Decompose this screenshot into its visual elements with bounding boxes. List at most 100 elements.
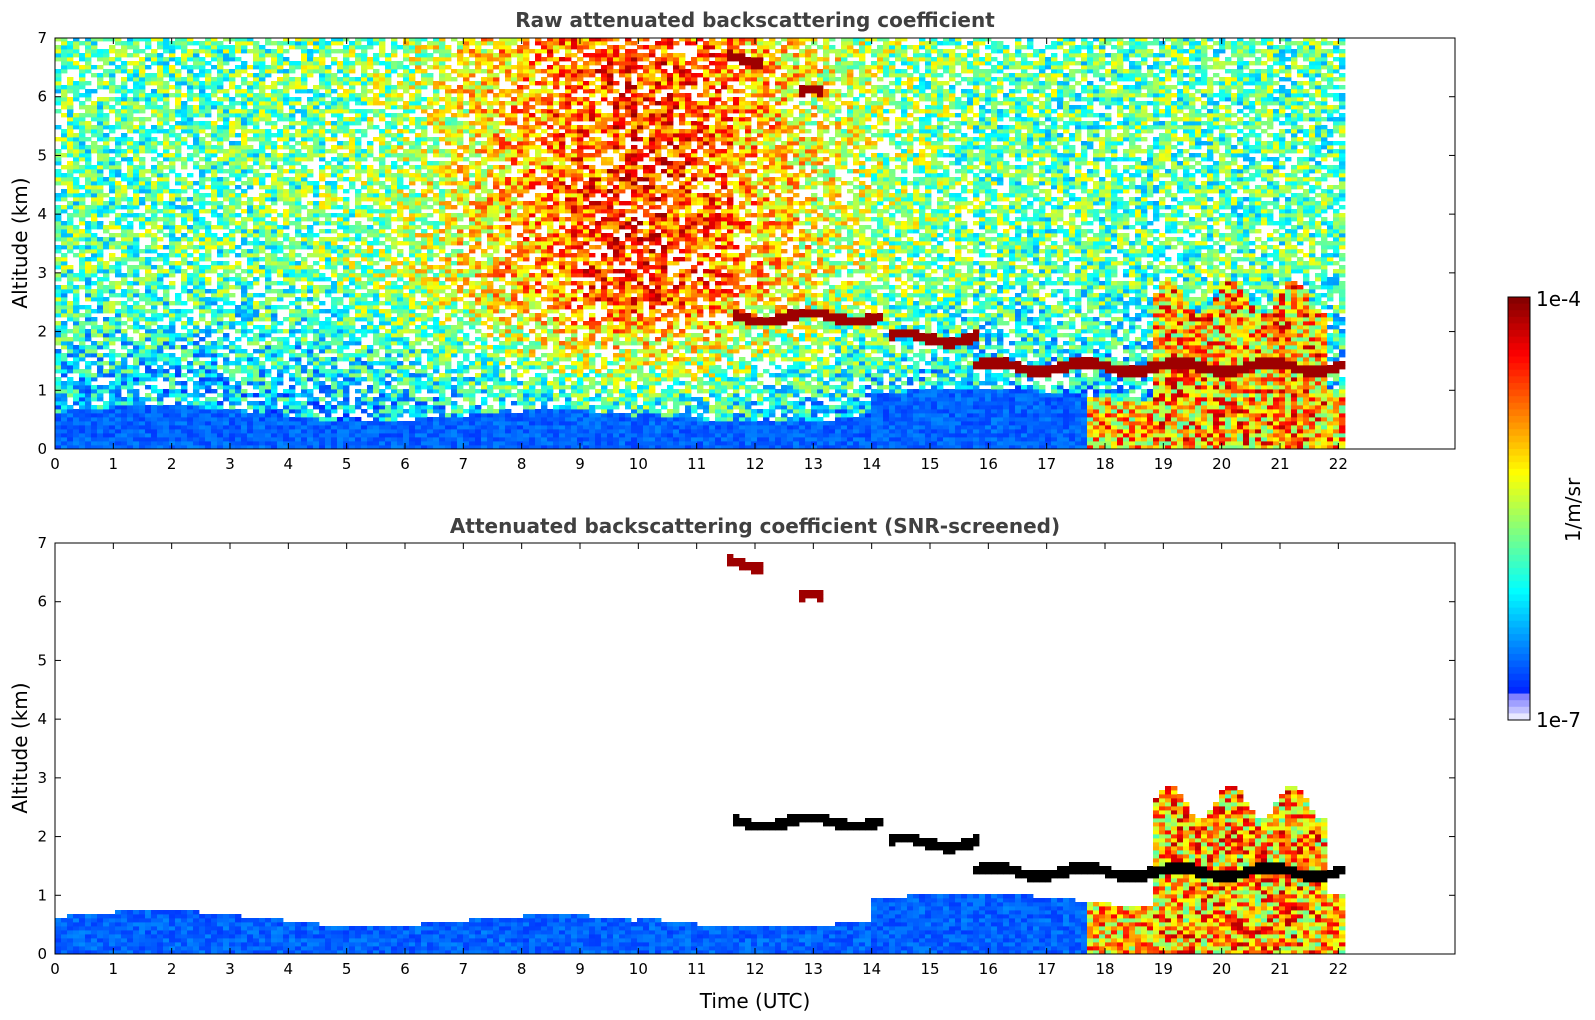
heatmap-cell — [385, 57, 392, 62]
heatmap-cell — [283, 245, 290, 250]
heatmap-cell — [61, 441, 68, 446]
heatmap-cell — [313, 49, 320, 54]
heatmap-cell — [133, 273, 140, 278]
heatmap-cell — [193, 289, 200, 294]
heatmap-cell — [115, 169, 122, 174]
heatmap-cell — [421, 385, 428, 390]
heatmap-cell — [73, 85, 80, 90]
heatmap-cell — [97, 153, 104, 158]
heatmap-cell — [379, 285, 386, 290]
heatmap-cell — [73, 49, 80, 54]
heatmap-cell — [61, 329, 68, 334]
heatmap-cell — [349, 425, 356, 430]
heatmap-cell — [67, 213, 74, 218]
heatmap-cell — [67, 57, 74, 62]
heatmap-cell — [301, 421, 308, 426]
heatmap-cell — [91, 45, 98, 50]
heatmap-cell — [403, 409, 410, 414]
heatmap-cell — [325, 93, 332, 98]
heatmap-cell — [163, 437, 170, 442]
heatmap-cell — [175, 197, 182, 202]
heatmap-cell — [319, 173, 326, 178]
heatmap-cell — [343, 397, 350, 402]
heatmap-cell — [337, 321, 344, 326]
heatmap-cell — [367, 277, 374, 282]
heatmap-cell — [223, 193, 230, 198]
heatmap-cell — [61, 89, 68, 94]
heatmap-cell — [97, 145, 104, 150]
heatmap-cell — [145, 269, 152, 274]
heatmap-cell — [211, 105, 218, 110]
heatmap-cell — [115, 101, 122, 106]
heatmap-cell — [151, 169, 158, 174]
heatmap-cell — [157, 89, 164, 94]
heatmap-cell — [409, 81, 416, 86]
heatmap-cell — [343, 89, 350, 94]
heatmap-cell — [235, 157, 242, 162]
heatmap-cell — [391, 445, 398, 449]
heatmap-cell — [397, 405, 404, 410]
heatmap-cell — [427, 381, 434, 386]
heatmap-cell — [55, 85, 62, 90]
heatmap-cell — [73, 165, 80, 170]
heatmap-cell — [403, 421, 410, 426]
heatmap-cell — [415, 61, 422, 66]
heatmap-cell — [265, 213, 272, 218]
heatmap-cell — [343, 381, 350, 386]
heatmap-cell — [379, 313, 386, 318]
heatmap-cell — [73, 121, 80, 126]
heatmap-cell — [199, 101, 206, 106]
heatmap-cell — [343, 253, 350, 258]
heatmap-cell — [79, 333, 86, 338]
heatmap-cell — [145, 65, 152, 70]
heatmap-cell — [97, 305, 104, 310]
heatmap-cell — [175, 225, 182, 230]
heatmap-cell — [61, 289, 68, 294]
heatmap-cell — [67, 353, 74, 358]
heatmap-cell — [295, 129, 302, 134]
heatmap-cell — [295, 161, 302, 166]
heatmap-cell — [349, 241, 356, 246]
heatmap-cell — [115, 281, 122, 286]
heatmap-cell — [205, 429, 212, 434]
heatmap-cell — [169, 253, 176, 258]
heatmap-cell — [253, 213, 260, 218]
heatmap-cell — [283, 401, 290, 406]
heatmap-cell — [79, 237, 86, 242]
heatmap-cell — [157, 253, 164, 258]
heatmap-cell — [247, 425, 254, 430]
heatmap-cell — [409, 85, 416, 90]
heatmap-cell — [121, 253, 128, 258]
heatmap-cell — [403, 109, 410, 114]
heatmap-cell — [97, 433, 104, 438]
heatmap-cell — [391, 89, 398, 94]
heatmap-cell — [241, 349, 248, 354]
heatmap-cell — [229, 373, 236, 378]
heatmap-cell — [79, 277, 86, 282]
heatmap-cell — [421, 97, 428, 102]
heatmap-cell — [133, 109, 140, 114]
heatmap-cell — [307, 325, 314, 330]
heatmap-cell — [421, 301, 428, 306]
heatmap-cell — [241, 181, 248, 186]
heatmap-cell — [301, 165, 308, 170]
heatmap-cell — [121, 397, 128, 402]
heatmap-cell — [343, 73, 350, 78]
heatmap-cell — [109, 233, 116, 238]
heatmap-cell — [223, 97, 230, 102]
heatmap-cell — [337, 197, 344, 202]
heatmap-cell — [295, 189, 302, 194]
heatmap-cell — [301, 109, 308, 114]
heatmap-cell — [85, 97, 92, 102]
heatmap-cell — [97, 125, 104, 130]
heatmap-cell — [193, 41, 200, 46]
heatmap-cell — [133, 413, 140, 418]
heatmap-cell — [193, 49, 200, 54]
heatmap-cell — [271, 121, 278, 126]
heatmap-cell — [127, 429, 134, 434]
heatmap-cell — [337, 309, 344, 314]
heatmap-cell — [289, 329, 296, 334]
heatmap-cell — [199, 265, 206, 270]
heatmap-cell — [103, 81, 110, 86]
heatmap-cell — [391, 45, 398, 50]
